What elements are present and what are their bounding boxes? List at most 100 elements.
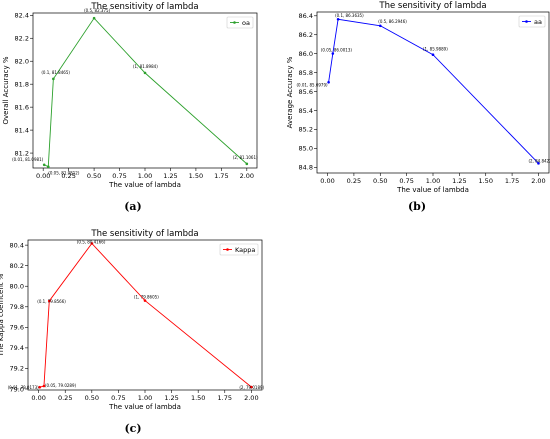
y-tick-label: 81.2 (15, 149, 29, 157)
x-tick-label: 1.50 (191, 394, 205, 402)
legend-marker (226, 248, 229, 251)
legend-marker (525, 20, 528, 23)
x-tick-label: 0.75 (399, 177, 413, 185)
data-label: (2, 79.0189) (239, 385, 264, 390)
y-tick-label: 86.4 (299, 12, 313, 20)
legend-label: oa (242, 19, 250, 27)
y-axis-label: The Kappa coefficent % (0, 273, 5, 357)
x-tick-label: 0.00 (31, 394, 45, 402)
chart-panel-2: The sensitivity of lambda 0.00 0.25 0.50 0.7… (286, 1, 550, 213)
data-label: (0.01, 85.6979) (296, 82, 328, 87)
plot-area (32, 12, 258, 169)
y-tick-label: 85.6 (299, 88, 313, 96)
x-tick-label: 0.00 (36, 172, 50, 180)
data-label: (2, 81.1061) (233, 155, 258, 160)
data-label: (2, 84.8422) (528, 158, 550, 163)
y-tick-label: 80.2 (10, 262, 24, 270)
data-point (92, 16, 96, 20)
chart-title: The sensitivity of lambda (90, 2, 198, 12)
data-point (42, 384, 46, 388)
x-axis-label: The value of lambda (396, 186, 469, 194)
x-tick-label: 1.50 (189, 172, 203, 180)
data-point (38, 385, 41, 389)
legend-marker (233, 21, 236, 24)
data-point (143, 71, 147, 75)
y-axis-label: Average Accuracy % (286, 56, 294, 128)
data-label: (0.5, 86.2946) (378, 19, 407, 24)
panel-caption: (b) (408, 200, 426, 213)
chart-title: The sensitivity of lambda (90, 229, 198, 239)
y-tick-label: 79.2 (10, 365, 24, 373)
data-point (378, 24, 382, 28)
x-tick-label: 1.00 (138, 394, 152, 402)
legend-label: aa (534, 18, 542, 26)
y-tick-label: 85.2 (299, 126, 313, 134)
y-tick-label: 86.2 (299, 31, 313, 39)
x-tick-label: 0.50 (87, 172, 101, 180)
data-point (42, 163, 46, 167)
legend-box (226, 16, 254, 29)
x-tick-label: 0.25 (347, 177, 361, 185)
y-tick-label: 85.4 (299, 107, 313, 115)
chart-title: The sensitivity of lambda (378, 1, 486, 11)
data-label: (0.05, 79.0289) (45, 383, 77, 388)
x-tick-label: 1.75 (214, 172, 228, 180)
y-axis-label: Overall Accuracy % (2, 56, 10, 124)
data-label: (0.1, 79.8566) (37, 299, 66, 304)
x-tick-label: 1.25 (164, 394, 178, 402)
data-point (52, 77, 55, 81)
x-tick-label: 1.00 (426, 177, 440, 185)
data-point (245, 162, 249, 166)
y-tick-label: 81.8 (15, 80, 29, 88)
legend-label: Kappa (235, 246, 255, 254)
data-point (250, 385, 253, 389)
y-tick-label: 82.2 (15, 35, 29, 43)
data-point (143, 299, 147, 302)
data-label: (0.5, 82.375) (84, 8, 110, 13)
x-tick-label: 0.25 (61, 172, 75, 180)
x-tick-label: 1.75 (218, 394, 232, 402)
data-point (46, 165, 50, 169)
data-point (336, 17, 340, 21)
data-label: (1, 81.8984) (133, 64, 158, 69)
data-point (327, 80, 330, 84)
data-point (537, 162, 540, 165)
x-tick-label: 0.75 (111, 394, 125, 402)
panel-caption: (c) (124, 422, 141, 435)
data-label: (0.5, 80.4166) (77, 239, 106, 244)
x-tick-label: 2.00 (531, 177, 545, 185)
x-tick-label: 1.25 (452, 177, 466, 185)
x-tick-label: 1.00 (138, 172, 152, 180)
x-tick-label: 0.75 (112, 172, 126, 180)
y-tick-label: 84.8 (299, 164, 313, 172)
chart-panel-1: The sensitivity of lambda 0.00 0.25 0.50 0.7… (2, 2, 258, 213)
y-tick-label: 80.4 (10, 241, 24, 249)
x-tick-label: 0.50 (85, 394, 99, 402)
data-point (431, 53, 435, 57)
x-tick-label: 1.50 (478, 177, 492, 185)
plot-area (316, 11, 550, 174)
data-label: (0.05, 81.0812) (48, 171, 80, 176)
x-tick-label: 2.00 (240, 172, 254, 180)
y-tick-label: 79.4 (10, 344, 24, 352)
x-tick-label: 1.75 (505, 177, 519, 185)
panel-caption: (a) (124, 200, 142, 213)
x-axis-label: The value of lambda (108, 403, 181, 411)
y-tick-label: 85.0 (299, 145, 313, 153)
data-label: (1, 85.9889) (423, 47, 448, 52)
y-tick-label: 81.6 (15, 103, 29, 111)
series-line (39, 242, 252, 388)
data-label: (0.01, 81.0981) (12, 157, 44, 162)
series-line (328, 18, 539, 164)
data-point (90, 242, 94, 245)
y-tick-label: 79.0 (10, 385, 24, 393)
y-tick-label: 81.4 (15, 126, 29, 134)
y-tick-label: 79.8 (10, 303, 24, 311)
y-tick-label: 85.8 (299, 69, 313, 77)
legend-box (518, 15, 546, 28)
x-tick-label: 1.25 (163, 172, 177, 180)
legend-box (219, 243, 259, 256)
data-label: (0.05, 86.0013) (321, 48, 353, 53)
x-tick-label: 2.00 (244, 394, 258, 402)
data-point (331, 52, 335, 55)
